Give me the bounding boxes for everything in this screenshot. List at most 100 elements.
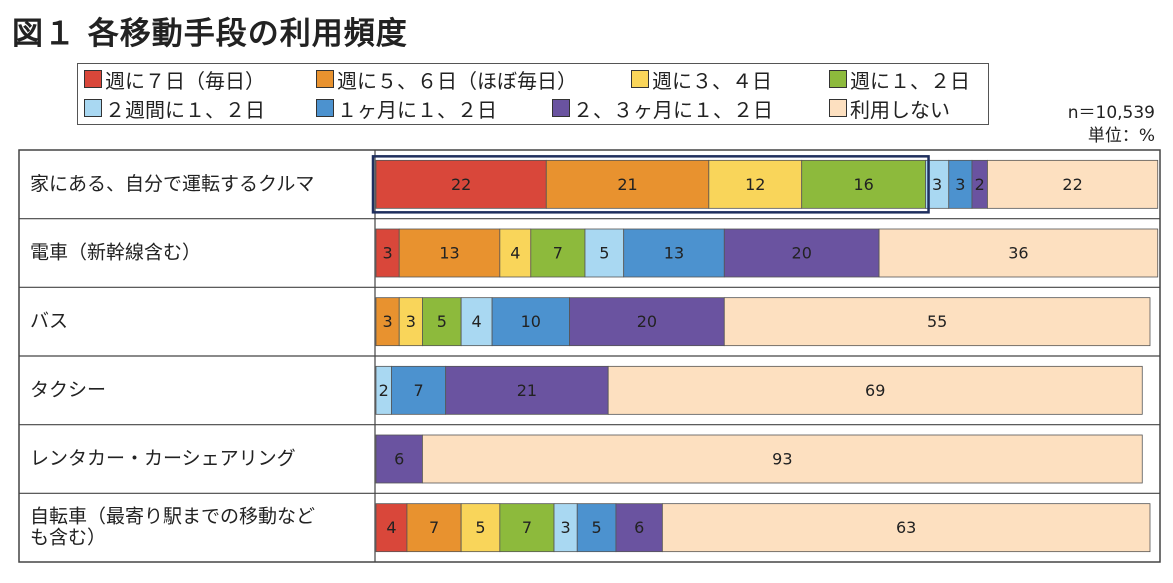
bar-segment [445,365,609,415]
sample-size-note: n＝10,539 [1067,103,1155,123]
data-label: 22 [451,175,471,194]
category-label: レンタカー・カーシェアリング [30,448,296,470]
data-label: 5 [599,244,609,263]
data-label: 20 [637,312,657,331]
data-label: 7 [522,518,532,537]
legend-item: 週に３、４日 [631,66,772,93]
bar-segment [623,228,725,278]
data-label: 16 [853,175,873,194]
bar-segment [422,434,1143,484]
data-label: 6 [634,518,644,537]
data-label: 63 [896,518,916,537]
data-label: 3 [561,518,571,537]
data-label: 3 [932,175,942,194]
data-label: 13 [439,244,459,263]
bar-segment [375,159,547,209]
bar-segment [391,365,447,415]
data-label: 10 [521,312,541,331]
bar-segment [499,503,555,553]
data-label: 13 [664,244,684,263]
data-label: 20 [792,244,812,263]
data-label: 5 [437,312,447,331]
legend-label: 週に３、４日 [652,68,772,93]
category-label: タクシー [30,379,106,401]
legend-item: １ヶ月に１、２日 [316,95,497,122]
legend-item: 週に７日（毎日） [84,66,265,93]
data-label: 3 [955,175,965,194]
data-label: 4 [472,312,482,331]
bar-segment [723,297,1151,347]
data-label: 69 [865,381,885,400]
legend-swatch [829,99,847,117]
legend-item: 利用しない [829,95,950,122]
legend-item: 週に１、２日 [829,66,970,93]
legend-label: ２週間に１、２日 [105,97,265,122]
legend-swatch [829,70,847,88]
highlight-box [371,155,930,214]
data-label: 3 [406,312,416,331]
legend-label: 週に５、６日（ほぼ毎日） [337,68,577,93]
legend-label: 利用しない [850,97,950,122]
unit-note: 単位：% [1087,126,1155,146]
bar-segment [987,159,1159,209]
legend-swatch [552,99,570,117]
bar-segment [499,228,532,278]
bar-segment [422,297,462,347]
data-label: 3 [383,244,393,263]
data-label: 12 [745,175,765,194]
bar-segment [801,159,926,209]
legend-label: 週に７日（毎日） [105,68,265,93]
category-label: 電車（新幹線含む） [30,242,201,264]
legend-swatch [316,70,334,88]
data-label: 36 [1008,244,1028,263]
legend-item: ２週間に１、２日 [84,95,265,122]
legend-swatch [84,70,102,88]
data-label: 7 [413,381,423,400]
legend-label: １ヶ月に１、２日 [337,97,497,122]
data-label: 4 [386,518,396,537]
data-label: 5 [591,518,601,537]
data-label: 7 [553,244,563,263]
bar-segment [607,365,1143,415]
bar-segment [723,228,880,278]
legend-swatch [316,99,334,117]
data-label: 2 [975,175,985,194]
bar-segment [615,503,663,553]
bar-segment [460,297,493,347]
bar-segment [460,503,501,553]
bar-segment [491,297,570,347]
legend-swatch [631,70,649,88]
bar-segment [569,297,725,347]
chart-legend: 週に７日（毎日） 週に５、６日（ほぼ毎日） 週に３、４日 週に１、２日 ２週間に… [77,63,989,125]
data-label: 22 [1062,175,1082,194]
bar-segment [708,159,803,209]
legend-item: 週に５、６日（ほぼ毎日） [316,66,577,93]
data-label: 93 [772,450,792,469]
data-label: 5 [475,518,485,537]
category-label: も含む） [30,527,106,549]
data-label: 2 [379,381,389,400]
legend-label: ２、３ヶ月に１、２日 [573,97,773,122]
data-label: 21 [517,381,537,400]
category-label: バス [30,310,68,332]
data-label: 3 [383,312,393,331]
bar-segment [661,503,1151,553]
bar-segment [406,503,462,553]
legend-item: ２、３ヶ月に１、２日 [552,95,773,122]
category-label: 家にある、自分で運転するクルマ [30,173,314,195]
legend-label: 週に１、２日 [850,68,970,93]
bar-segment [584,228,625,278]
data-label: 7 [429,518,439,537]
bar-segment [375,434,423,484]
category-label: 自転車（最寄り駅までの移動など [30,506,315,528]
legend-swatch [84,99,102,117]
data-label: 4 [510,244,520,263]
data-label: 6 [394,450,404,469]
data-label: 21 [617,175,637,194]
bar-segment [878,228,1159,278]
bar-segment [576,503,617,553]
figure-title: 図１ 各移動手段の利用頻度 [12,16,408,52]
bar-segment [545,159,710,209]
data-label: 55 [927,312,947,331]
